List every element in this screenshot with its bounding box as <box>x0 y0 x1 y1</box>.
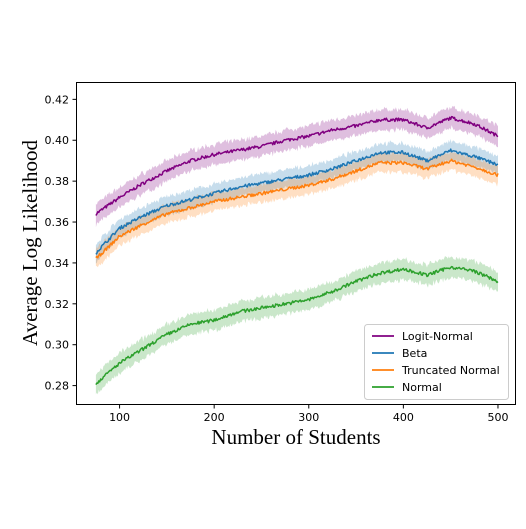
x-tick-label: 500 <box>487 411 508 424</box>
y-axis-title: Average Log Likelihood <box>18 139 42 346</box>
y-tick-label: 0.38 <box>45 175 70 188</box>
y-tick-label: 0.30 <box>45 339 70 352</box>
y-tick-label: 0.40 <box>45 134 70 147</box>
y-tick-label: 0.36 <box>45 216 70 229</box>
band-beta <box>95 138 499 264</box>
series-line-normal <box>95 265 499 385</box>
series-line-truncated-normal <box>95 158 499 259</box>
x-tick-label: 200 <box>204 411 225 424</box>
y-tick-label: 0.42 <box>45 93 70 106</box>
plot-frame <box>76 82 516 405</box>
legend: Logit-Normal Beta Truncated Normal Normal <box>364 324 509 400</box>
band-truncated-normal <box>95 149 499 268</box>
series-line-logit-normal <box>95 115 499 216</box>
x-tick-label: 100 <box>109 411 130 424</box>
legend-items: Logit-Normal Beta Truncated Normal Normal <box>372 330 500 394</box>
y-tick-label: 0.32 <box>45 298 70 311</box>
series-lines <box>95 115 499 385</box>
x-tick-label: 400 <box>393 411 414 424</box>
y-tick-label: 0.34 <box>45 257 70 270</box>
legend-box <box>364 324 509 400</box>
x-tick-label: 300 <box>298 411 319 424</box>
y-tick-label: 0.28 <box>45 380 70 393</box>
legend-label-truncated-normal: Truncated Normal <box>401 364 500 377</box>
legend-label-beta: Beta <box>402 347 427 360</box>
band-normal <box>95 256 499 395</box>
legend-label-logit-normal: Logit-Normal <box>402 330 473 343</box>
series-line-beta <box>95 148 499 255</box>
x-axis-ticks: 100 200 300 400 500 <box>109 404 508 424</box>
x-axis-title: Number of Students <box>211 425 380 449</box>
y-axis-ticks: 0.28 0.30 0.32 0.34 0.36 0.38 0.40 0.42 <box>45 93 77 393</box>
legend-label-normal: Normal <box>402 381 442 394</box>
